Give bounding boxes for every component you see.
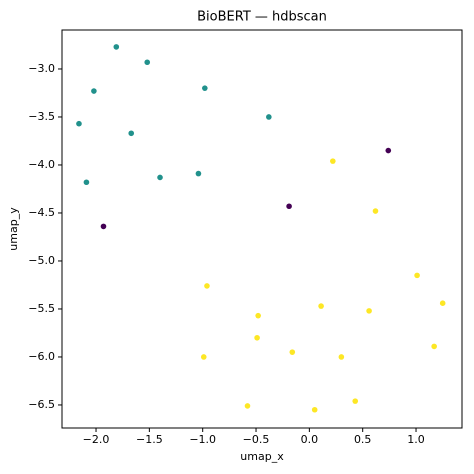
y-tick-label: −4.0 bbox=[28, 158, 55, 171]
y-axis-label: umap_y bbox=[7, 207, 20, 251]
point bbox=[318, 303, 324, 309]
point bbox=[414, 272, 420, 279]
x-tick-label: 0.0 bbox=[301, 433, 319, 446]
point bbox=[338, 354, 345, 360]
point bbox=[254, 334, 260, 341]
chart-title: BioBERT — hdbscan bbox=[197, 10, 327, 25]
point bbox=[330, 158, 336, 164]
point bbox=[157, 174, 163, 181]
point bbox=[100, 223, 107, 230]
x-tick-label: −1.0 bbox=[189, 433, 216, 446]
point bbox=[83, 179, 90, 186]
point bbox=[439, 300, 446, 307]
point bbox=[204, 283, 210, 289]
point bbox=[289, 349, 296, 355]
point bbox=[372, 208, 379, 214]
y-tick-label: −5.0 bbox=[28, 254, 55, 267]
point bbox=[255, 312, 261, 319]
point bbox=[286, 203, 292, 210]
y-tick-label: −3.5 bbox=[28, 110, 55, 123]
point bbox=[76, 120, 82, 127]
y-tick-label: −6.0 bbox=[28, 350, 55, 363]
x-tick-label: −0.5 bbox=[243, 433, 270, 446]
x-tick-label: 0.5 bbox=[354, 433, 372, 446]
point bbox=[311, 406, 318, 413]
point bbox=[113, 44, 120, 50]
point bbox=[266, 114, 272, 120]
point bbox=[431, 343, 437, 350]
point bbox=[352, 398, 359, 404]
point bbox=[202, 85, 208, 91]
point bbox=[200, 354, 207, 360]
x-tick-label: −1.5 bbox=[136, 433, 163, 446]
y-tick-label: −6.5 bbox=[28, 398, 55, 411]
y-tick-label: −3.0 bbox=[28, 62, 55, 75]
point bbox=[128, 130, 135, 137]
point bbox=[366, 308, 372, 314]
point bbox=[195, 170, 202, 177]
x-axis-label: umap_x bbox=[240, 450, 284, 463]
x-tick-label: −2.0 bbox=[83, 433, 110, 446]
point bbox=[385, 147, 392, 154]
point bbox=[91, 88, 97, 94]
plot-frame bbox=[61, 29, 463, 429]
point bbox=[144, 59, 151, 66]
y-tick-label: −5.5 bbox=[28, 302, 55, 315]
point bbox=[244, 403, 251, 409]
x-tick-label: 1.0 bbox=[407, 433, 425, 446]
y-tick-label: −4.5 bbox=[28, 206, 55, 219]
